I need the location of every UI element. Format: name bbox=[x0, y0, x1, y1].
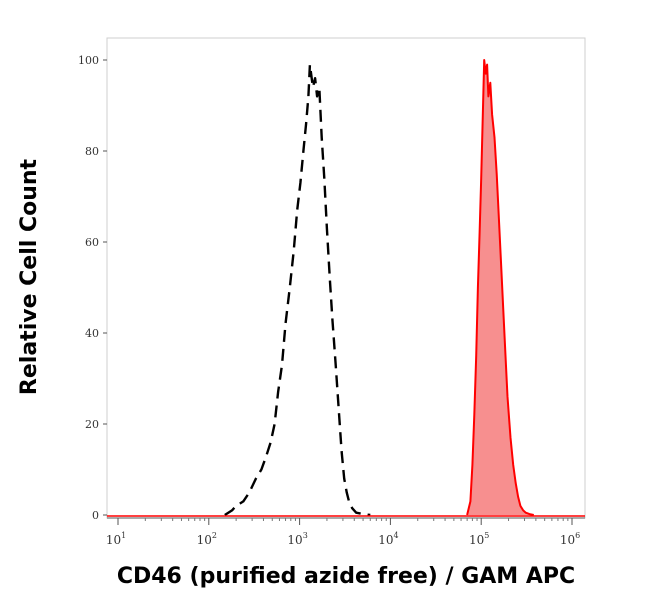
series-1-line bbox=[466, 59, 535, 516]
x-tick-label: 106 bbox=[560, 531, 580, 547]
x-tick-label: 103 bbox=[287, 531, 307, 547]
x-tick-label: 101 bbox=[106, 531, 126, 547]
y-tick-label: 40 bbox=[85, 327, 99, 340]
y-axis-title: Relative Cell Count bbox=[17, 158, 42, 395]
y-tick-label: 20 bbox=[85, 418, 99, 431]
plot-frame bbox=[106, 37, 586, 519]
x-tick-label: 104 bbox=[378, 531, 398, 547]
plot-border bbox=[106, 37, 586, 519]
axis-layer: 0 20 40 60 80 100 101 102 103 104 105 106 bbox=[78, 54, 580, 547]
x-tick-label: 105 bbox=[469, 531, 489, 547]
x-axis-title: CD46 (purified azide free) / GAM APC bbox=[117, 564, 575, 589]
series-layer bbox=[107, 59, 585, 517]
y-tick-label: 60 bbox=[85, 236, 99, 249]
y-tick-label: 0 bbox=[92, 509, 99, 522]
series-1-fill bbox=[467, 60, 534, 515]
x-tick-label: 102 bbox=[197, 531, 217, 547]
series-0-line bbox=[224, 63, 371, 517]
y-tick-label: 80 bbox=[85, 145, 99, 158]
y-tick-label: 100 bbox=[78, 54, 99, 67]
